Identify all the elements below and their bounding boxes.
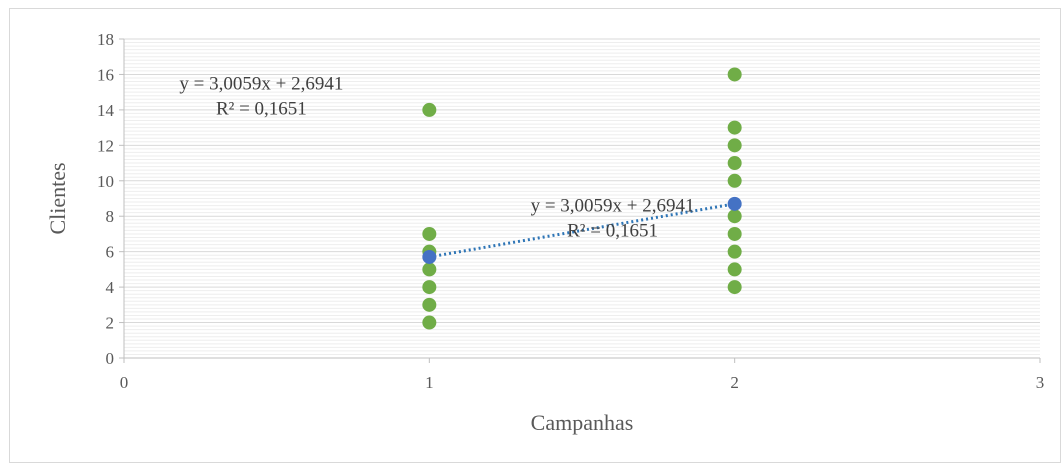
data-point: [422, 262, 437, 277]
y-tick-label: 6: [106, 243, 115, 262]
x-tick-label: 1: [425, 373, 434, 392]
y-tick-label: 16: [97, 65, 114, 84]
trendline-equation: y = 3,0059x + 2,6941: [179, 73, 343, 94]
data-point: [727, 244, 742, 259]
data-point: [727, 226, 742, 241]
mean-point: [727, 196, 742, 211]
mean-point: [422, 249, 437, 264]
r-squared-label: R² = 0,1651: [216, 98, 307, 119]
data-point: [422, 297, 437, 312]
data-point: [422, 226, 437, 241]
data-point: [727, 138, 742, 153]
data-point: [422, 315, 437, 330]
data-point: [727, 156, 742, 171]
data-point: [422, 280, 437, 295]
y-tick-label: 0: [106, 349, 115, 368]
data-point: [727, 67, 742, 82]
data-point: [422, 102, 437, 117]
chart-frame: [9, 8, 1061, 463]
y-tick-label: 18: [97, 30, 114, 49]
data-point: [727, 120, 742, 135]
x-tick-label: 3: [1036, 373, 1045, 392]
data-point: [727, 280, 742, 295]
trendline: [429, 202, 735, 259]
x-axis-title: Campanhas: [531, 410, 634, 435]
data-point: [727, 173, 742, 188]
x-tick-label: 0: [120, 373, 129, 392]
trendline-equation: y = 3,0059x + 2,6941: [531, 196, 695, 217]
y-tick-label: 12: [97, 136, 114, 155]
data-point: [727, 209, 742, 224]
y-tick-label: 14: [97, 101, 115, 120]
r-squared-label: R² = 0,1651: [567, 221, 658, 242]
y-tick-label: 8: [106, 207, 115, 226]
y-axis-title: Clientes: [45, 162, 70, 234]
y-tick-label: 4: [106, 278, 115, 297]
x-tick-label: 2: [730, 373, 739, 392]
y-tick-label: 10: [97, 172, 114, 191]
data-point: [727, 262, 742, 277]
y-tick-label: 2: [106, 314, 115, 333]
